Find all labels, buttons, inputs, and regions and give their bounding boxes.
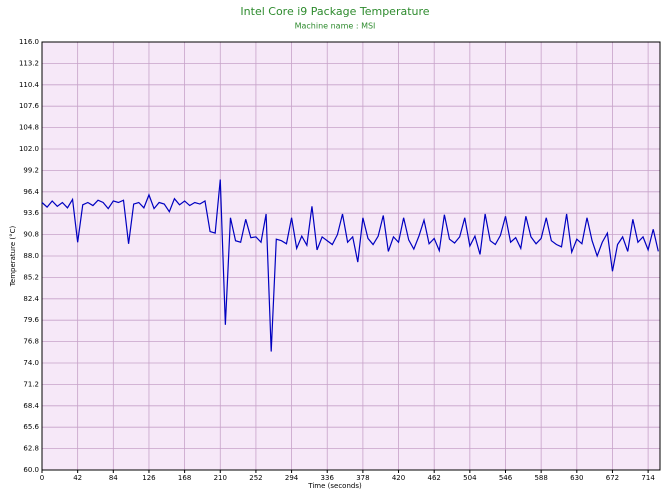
x-tick-label: 504 (463, 474, 477, 482)
x-tick-label: 252 (249, 474, 262, 482)
x-tick-label: 294 (285, 474, 299, 482)
y-tick-label: 62.8 (23, 445, 39, 453)
x-tick-label: 0 (40, 474, 44, 482)
x-tick-label: 714 (641, 474, 655, 482)
y-tick-label: 79.6 (23, 316, 39, 324)
y-tick-label: 102.0 (19, 145, 39, 153)
y-tick-label: 68.4 (23, 402, 39, 410)
x-tick-label: 42 (73, 474, 82, 482)
x-tick-label: 210 (214, 474, 227, 482)
y-tick-label: 90.8 (23, 231, 39, 239)
chart-title: Intel Core i9 Package Temperature (240, 5, 429, 18)
y-tick-label: 85.2 (23, 273, 39, 281)
y-tick-label: 116.0 (19, 38, 39, 46)
x-tick-label: 588 (534, 474, 547, 482)
y-tick-label: 71.2 (23, 380, 39, 388)
x-tick-label: 126 (142, 474, 156, 482)
y-tick-label: 113.2 (19, 59, 39, 67)
x-tick-label: 84 (109, 474, 118, 482)
x-tick-label: 630 (570, 474, 583, 482)
temperature-line (41, 179, 659, 352)
y-axis-label: Temperature (°C) (9, 226, 17, 288)
y-tick-label: 88.0 (23, 252, 39, 260)
y-tick-label: 74.0 (23, 359, 39, 367)
x-axis-label: Time (seconds) (307, 482, 362, 490)
plot-border (41, 41, 661, 471)
x-tick-label: 168 (178, 474, 191, 482)
x-tick-label: 672 (606, 474, 619, 482)
y-tick-label: 65.6 (23, 423, 39, 431)
y-tick-label: 99.2 (23, 166, 39, 174)
chart-subtitle: Machine name : MSI (295, 22, 376, 31)
y-tick-label: 104.8 (19, 124, 39, 132)
y-tick-label: 76.8 (23, 338, 39, 346)
y-tick-label: 96.4 (23, 188, 39, 196)
x-tick-label: 336 (321, 474, 335, 482)
y-tick-label: 82.4 (23, 295, 39, 303)
y-tick-label: 107.6 (19, 102, 40, 110)
x-tick-label: 546 (499, 474, 513, 482)
x-tick-label: 420 (392, 474, 405, 482)
x-tick-label: 462 (428, 474, 441, 482)
y-tick-label: 110.4 (19, 81, 40, 89)
y-tick-label: 93.6 (23, 209, 39, 217)
x-tick-label: 378 (356, 474, 369, 482)
y-tick-label: 60.0 (23, 466, 39, 474)
